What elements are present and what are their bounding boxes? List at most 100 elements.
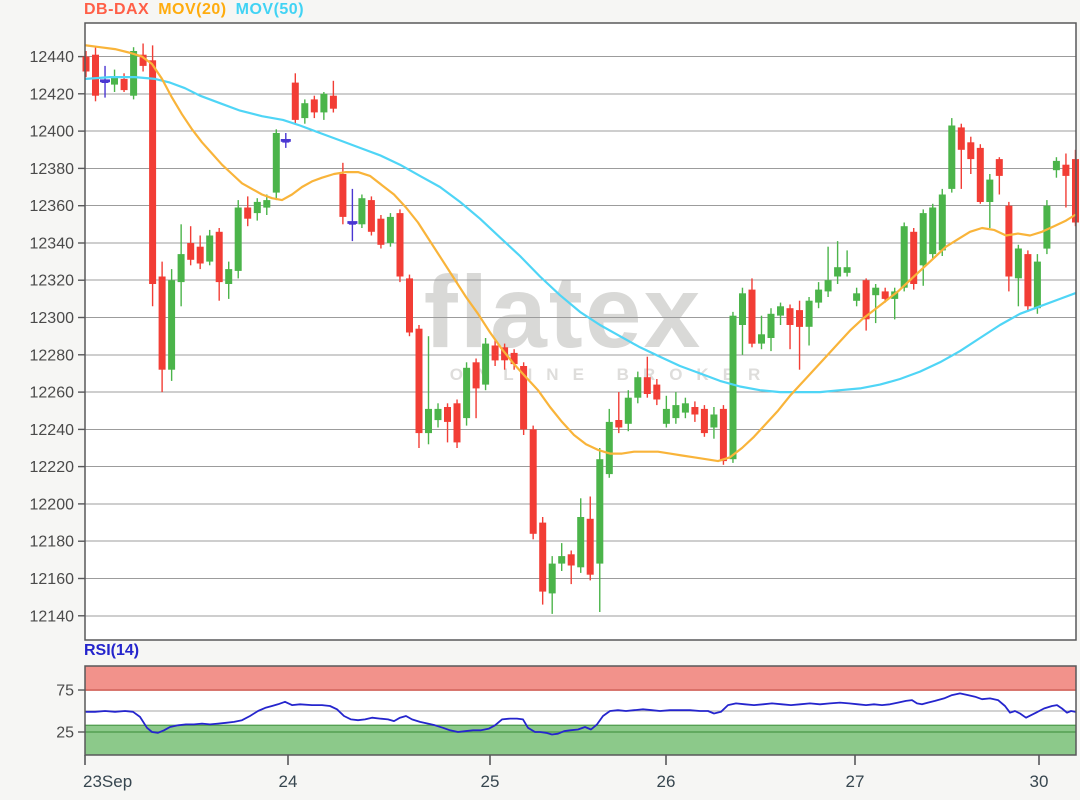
candle <box>272 129 280 201</box>
candle-body <box>263 200 271 208</box>
price-plot-border <box>84 22 1077 641</box>
candle <box>748 278 756 348</box>
candle-body <box>824 280 832 292</box>
candle <box>995 157 1003 195</box>
candle-body <box>777 306 784 316</box>
candle-body <box>1005 205 1013 277</box>
candle-body <box>900 226 908 288</box>
candle-body <box>710 414 718 428</box>
candle-body <box>177 254 185 283</box>
candle-body <box>615 420 623 428</box>
candle-body <box>758 334 765 344</box>
candle <box>739 287 746 355</box>
candle-body <box>786 308 794 325</box>
price-y-tick-label: 12280 <box>30 347 75 364</box>
candle <box>957 123 965 189</box>
candle-body <box>225 269 233 284</box>
candle <box>910 228 918 290</box>
candle-body <box>653 384 661 400</box>
candle <box>196 235 204 270</box>
candle-body <box>995 159 1003 176</box>
candle-body <box>919 213 927 266</box>
mov50-line <box>84 75 1077 394</box>
candle <box>280 133 291 148</box>
candle <box>444 403 451 443</box>
candle <box>377 215 385 249</box>
candle-body <box>234 207 242 271</box>
candle-doji-dash <box>280 139 291 142</box>
legend-mov20-label: MOV(20) <box>158 1 227 18</box>
candle-body <box>253 201 261 214</box>
candle <box>92 47 99 102</box>
price-y-tick-label: 12240 <box>30 422 75 439</box>
candle <box>834 241 842 284</box>
rsi-plot-border <box>84 665 1077 756</box>
candle-body <box>1014 248 1022 279</box>
candle <box>815 282 823 309</box>
candle <box>472 358 480 419</box>
x-axis-label: 30 <box>1030 772 1049 791</box>
candle-body <box>529 429 537 534</box>
candle-body <box>729 315 737 460</box>
candle <box>396 209 404 283</box>
candle <box>253 198 261 221</box>
candle <box>567 550 575 585</box>
candle-body <box>206 235 214 262</box>
candle-body <box>767 313 775 338</box>
candle <box>548 556 556 614</box>
candle <box>634 371 642 404</box>
legend-mov50-label: MOV(50) <box>235 1 305 18</box>
candle <box>1033 254 1041 314</box>
candle <box>177 224 185 307</box>
candle-body <box>691 407 699 415</box>
candle-body <box>967 142 975 160</box>
x-axis-label: 26 <box>657 772 676 791</box>
candle <box>215 228 223 301</box>
candle <box>577 498 585 573</box>
candle <box>539 517 547 605</box>
price-y-tick-label: 12420 <box>30 86 75 103</box>
candle <box>758 315 765 350</box>
watermark-tagline: ONLINE BROKER <box>450 365 775 384</box>
candle-body <box>634 377 642 398</box>
candle-body <box>396 213 404 277</box>
price-y-tick-label: 12360 <box>30 198 75 215</box>
candle <box>82 51 90 78</box>
candle <box>491 339 499 366</box>
candle <box>347 188 358 242</box>
candle <box>100 65 110 98</box>
candle-body <box>244 207 252 219</box>
candle-body <box>215 231 223 283</box>
candle <box>1024 250 1032 312</box>
rsi-line <box>85 692 1076 736</box>
candle-body <box>82 56 90 72</box>
candle-body <box>1024 254 1032 307</box>
candle-body <box>748 289 756 344</box>
candle <box>158 261 166 393</box>
candle-body <box>834 267 842 277</box>
candle-body <box>149 60 157 284</box>
watermark-brand: flatex <box>424 255 702 369</box>
candle-body <box>853 293 861 301</box>
rsi-y-tick-label: 25 <box>56 724 74 741</box>
candle-body <box>463 367 471 419</box>
price-y-tick-label: 12320 <box>30 273 75 290</box>
candle-body <box>1052 160 1060 171</box>
candle-body <box>662 408 670 424</box>
candle <box>872 284 880 324</box>
rsi-y-tick-label: 75 <box>56 683 74 700</box>
candle-body <box>929 207 937 255</box>
candle-body <box>957 127 965 150</box>
candle <box>967 136 975 174</box>
candle <box>310 95 318 119</box>
legend-symbol-label: DB-DAX <box>84 1 150 18</box>
candle <box>986 174 994 228</box>
candle <box>453 399 461 448</box>
price-y-tick-label: 12440 <box>30 49 75 66</box>
candle <box>149 45 157 307</box>
candle-body <box>386 216 394 243</box>
candle <box>767 308 775 352</box>
candle-doji-dash <box>347 221 358 224</box>
candle-body <box>1043 205 1051 249</box>
